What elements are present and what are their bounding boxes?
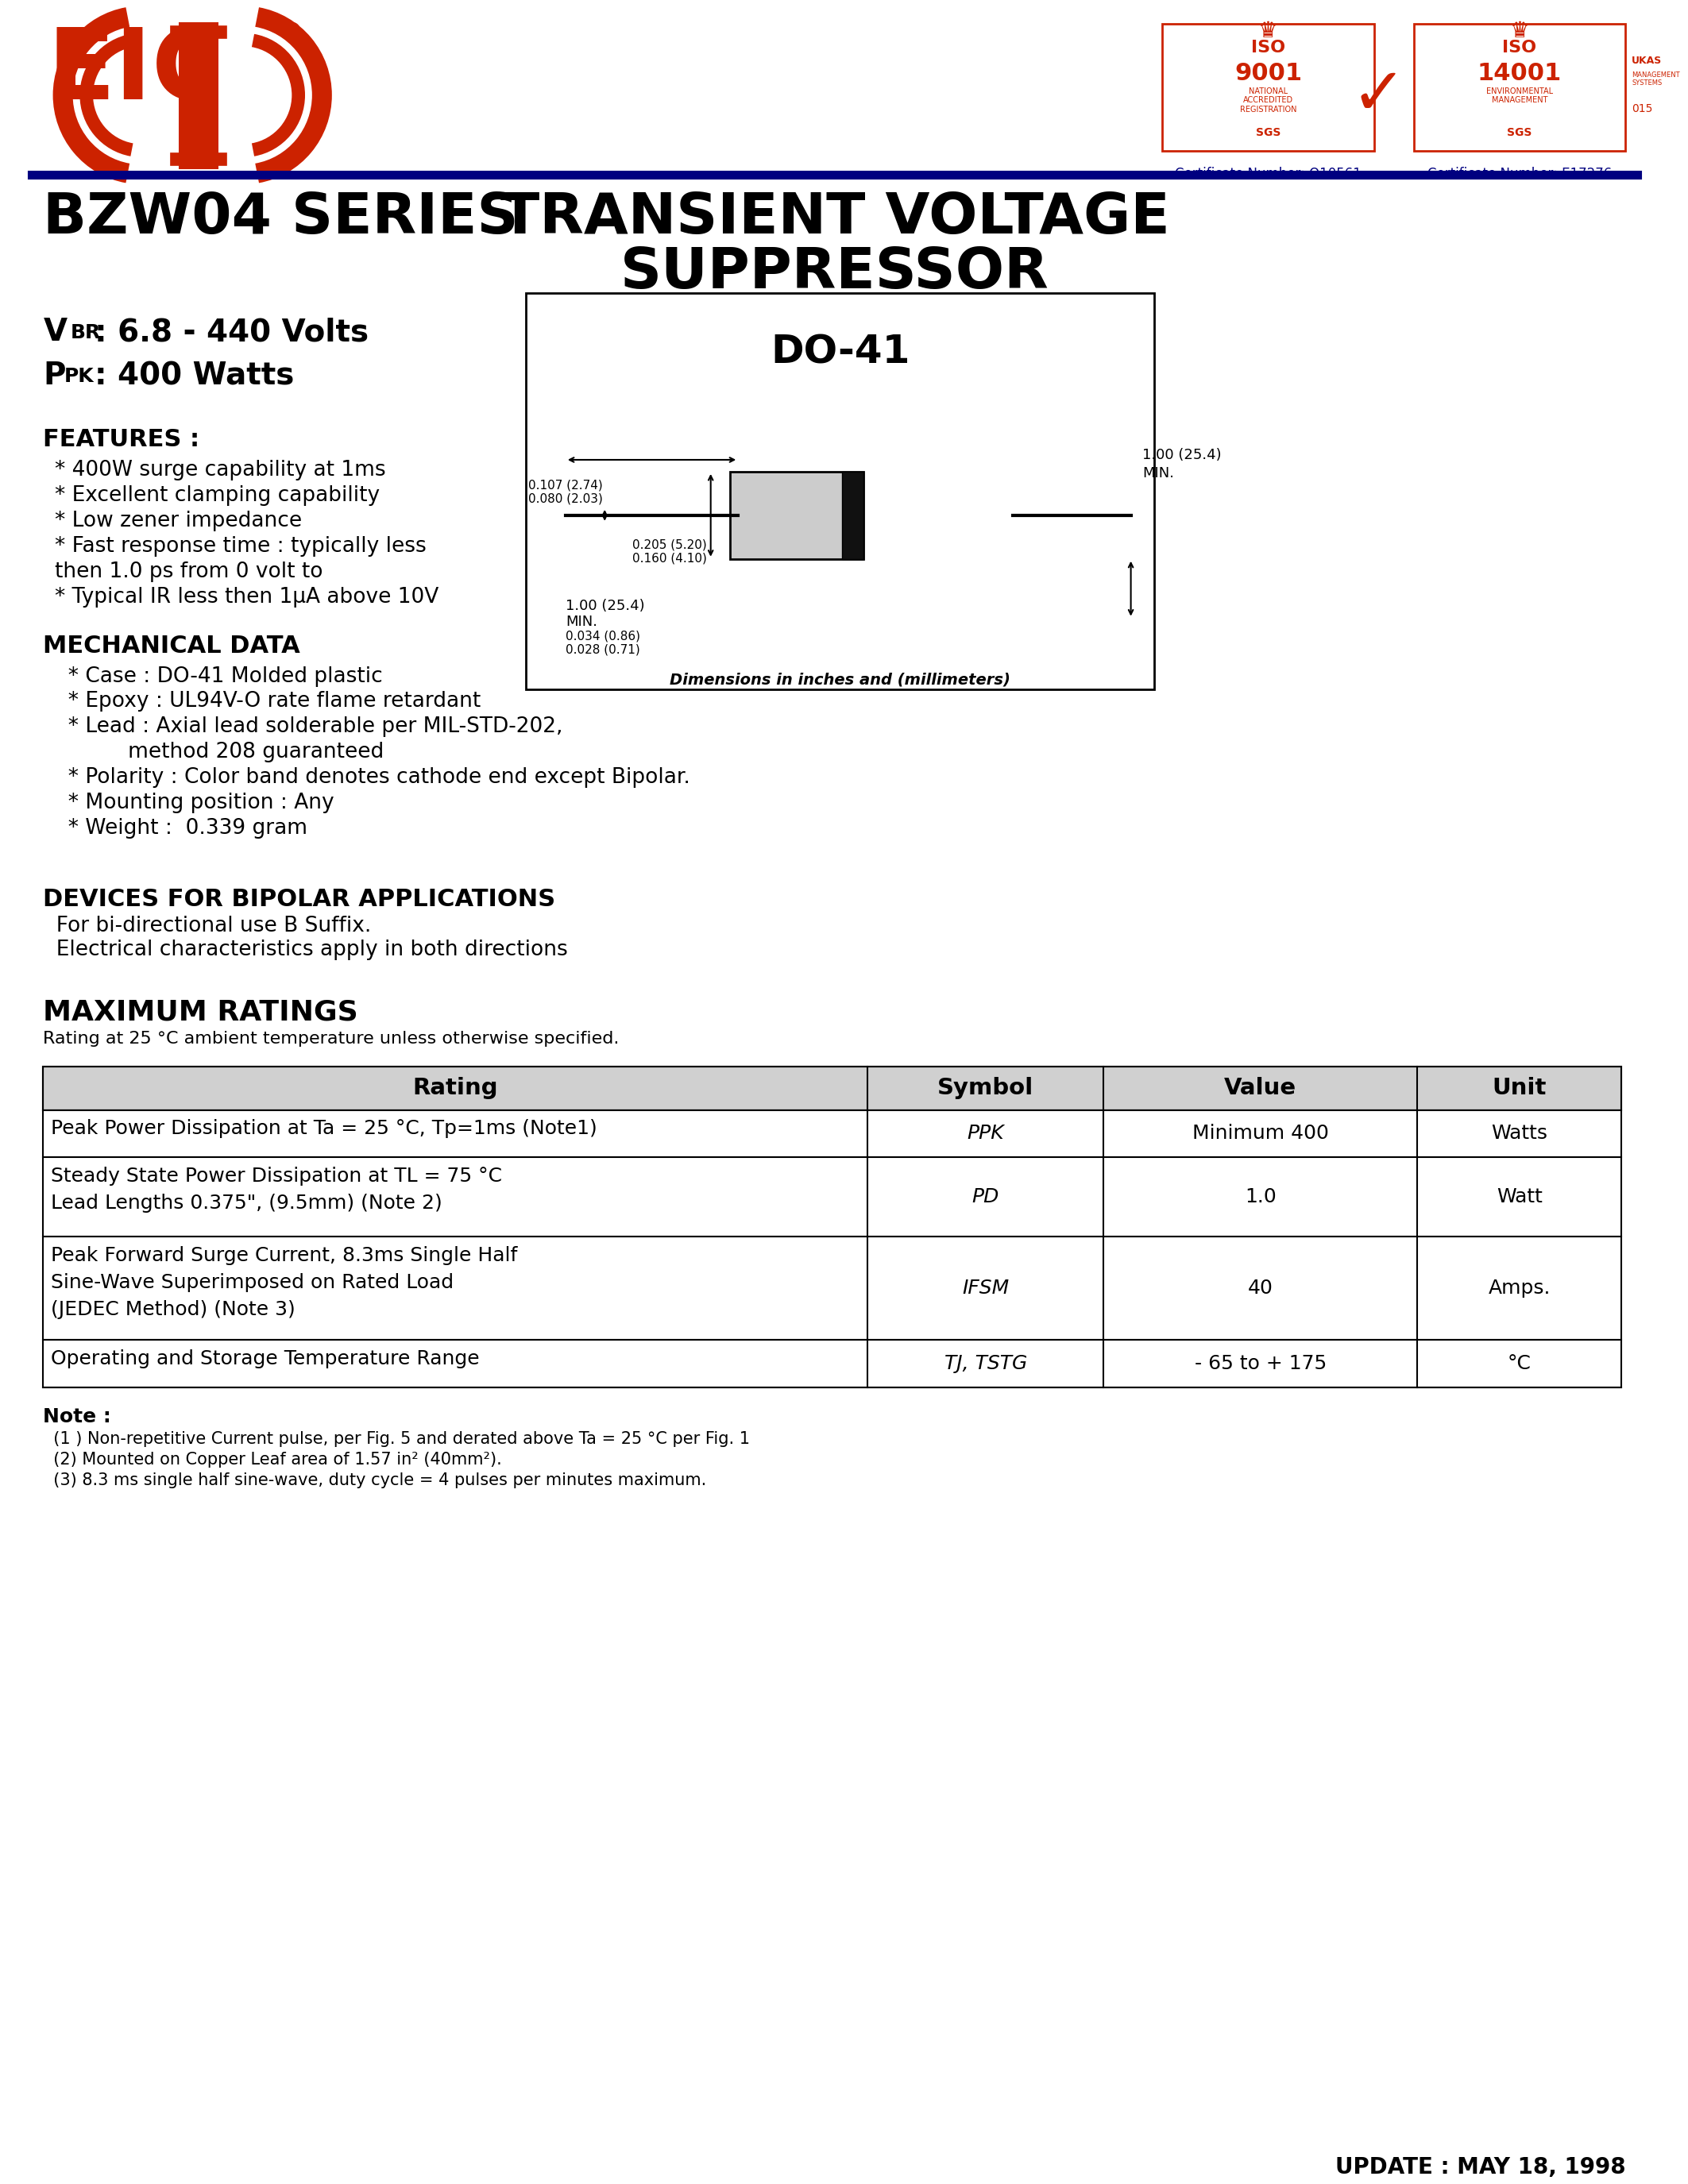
Text: TJ, TSTG: TJ, TSTG: [944, 1354, 1026, 1374]
Text: 0.080 (2.03): 0.080 (2.03): [528, 494, 603, 505]
Text: °C: °C: [1507, 1354, 1531, 1374]
Text: (JEDEC Method) (Note 3): (JEDEC Method) (Note 3): [51, 1299, 295, 1319]
Text: UKAS: UKAS: [1632, 55, 1663, 66]
Bar: [44, 1066, 1622, 1109]
Text: * Fast response time : typically less: * Fast response time : typically less: [56, 535, 427, 557]
Text: FEATURES :: FEATURES :: [44, 428, 199, 452]
Text: DO-41: DO-41: [771, 332, 910, 371]
Text: DEVICES FOR BIPOLAR APPLICATIONS: DEVICES FOR BIPOLAR APPLICATIONS: [44, 889, 555, 911]
Text: SUPPRESSOR: SUPPRESSOR: [621, 247, 1050, 301]
Text: 0.028 (0.71): 0.028 (0.71): [565, 644, 640, 655]
Text: Rating at 25 °C ambient temperature unless otherwise specified.: Rating at 25 °C ambient temperature unle…: [44, 1031, 619, 1046]
Text: 0.160 (4.10): 0.160 (4.10): [633, 553, 707, 563]
Bar: [1163, 24, 1374, 151]
Text: then 1.0 ps from 0 volt to: then 1.0 ps from 0 volt to: [56, 561, 322, 581]
Text: V: V: [44, 317, 68, 347]
Text: BR: BR: [71, 323, 101, 343]
Text: MANAGEMENT
SYSTEMS: MANAGEMENT SYSTEMS: [1632, 72, 1680, 87]
Text: ♛: ♛: [1509, 20, 1529, 41]
Text: IFSM: IFSM: [962, 1278, 1009, 1297]
Bar: [1413, 24, 1626, 151]
Text: BZW04 SERIES: BZW04 SERIES: [44, 190, 518, 245]
Text: MIN.: MIN.: [565, 614, 598, 629]
Text: * Low zener impedance: * Low zener impedance: [56, 511, 302, 531]
Text: ✓: ✓: [1350, 63, 1406, 127]
Text: 1.00 (25.4): 1.00 (25.4): [1143, 448, 1222, 463]
Text: * Polarity : Color band denotes cathode end except Bipolar.: * Polarity : Color band denotes cathode …: [56, 767, 690, 788]
Text: ENVIRONMENTAL
MANAGEMENT: ENVIRONMENTAL MANAGEMENT: [1485, 87, 1553, 105]
Text: * Typical IR less then 1μA above 10V: * Typical IR less then 1μA above 10V: [56, 587, 439, 607]
Bar: [731, 472, 864, 559]
Text: Unit: Unit: [1492, 1077, 1546, 1099]
Bar: [44, 1339, 1622, 1387]
Text: Certificate Number: E17276: Certificate Number: E17276: [1428, 166, 1612, 181]
Text: Rating: Rating: [414, 1077, 498, 1099]
Text: Lead Lengths 0.375", (9.5mm) (Note 2): Lead Lengths 0.375", (9.5mm) (Note 2): [51, 1195, 442, 1212]
Text: UPDATE : MAY 18, 1998: UPDATE : MAY 18, 1998: [1335, 2156, 1626, 2180]
Text: * Excellent clamping capability: * Excellent clamping capability: [56, 485, 380, 507]
Bar: [44, 1158, 1622, 1236]
Bar: [527, 293, 1155, 690]
Text: 0.205 (5.20): 0.205 (5.20): [633, 539, 707, 550]
Text: TRANSIENT VOLTAGE: TRANSIENT VOLTAGE: [500, 190, 1170, 245]
Text: NATIONAL
ACCREDITED
REGISTRATION: NATIONAL ACCREDITED REGISTRATION: [1241, 87, 1296, 114]
Text: * Lead : Axial lead solderable per MIL-STD-202,: * Lead : Axial lead solderable per MIL-S…: [56, 716, 564, 738]
Text: (2) Mounted on Copper Leaf area of 1.57 in² (40mm²).: (2) Mounted on Copper Leaf area of 1.57 …: [44, 1452, 501, 1468]
Text: SGS: SGS: [1256, 127, 1281, 138]
Text: 1.00 (25.4): 1.00 (25.4): [565, 598, 645, 614]
Text: 9001: 9001: [1234, 61, 1301, 85]
Text: Peak Power Dissipation at Ta = 25 °C, Tp=1ms (Note1): Peak Power Dissipation at Ta = 25 °C, Tp…: [51, 1120, 598, 1138]
Text: Watt: Watt: [1497, 1188, 1543, 1206]
Text: Amps.: Amps.: [1489, 1278, 1551, 1297]
Text: Minimum 400: Minimum 400: [1192, 1125, 1328, 1142]
Text: ♛: ♛: [1258, 20, 1278, 41]
Text: Value: Value: [1224, 1077, 1296, 1099]
Text: * Mounting position : Any: * Mounting position : Any: [56, 793, 334, 812]
Text: : 400 Watts: : 400 Watts: [95, 360, 294, 391]
Bar: [44, 1066, 1622, 1109]
Text: Symbol: Symbol: [937, 1077, 1033, 1099]
Text: MAXIMUM RATINGS: MAXIMUM RATINGS: [44, 998, 358, 1026]
Bar: [44, 1236, 1622, 1339]
Text: ®: ®: [282, 22, 302, 41]
Text: * Weight :  0.339 gram: * Weight : 0.339 gram: [56, 819, 307, 839]
Text: Peak Forward Surge Current, 8.3ms Single Half: Peak Forward Surge Current, 8.3ms Single…: [51, 1247, 518, 1265]
Text: Dimensions in inches and (millimeters): Dimensions in inches and (millimeters): [670, 673, 1011, 688]
Text: (3) 8.3 ms single half sine-wave, duty cycle = 4 pulses per minutes maximum.: (3) 8.3 ms single half sine-wave, duty c…: [44, 1472, 707, 1487]
Text: P: P: [44, 360, 66, 391]
Bar: [44, 1109, 1622, 1158]
Text: method 208 guaranteed: method 208 guaranteed: [56, 743, 385, 762]
Text: PD: PD: [972, 1188, 999, 1206]
Text: PPK: PPK: [967, 1125, 1004, 1142]
Text: * Epoxy : UL94V-O rate flame retardant: * Epoxy : UL94V-O rate flame retardant: [56, 692, 481, 712]
Text: Steady State Power Dissipation at TL = 75 °C: Steady State Power Dissipation at TL = 7…: [51, 1166, 503, 1186]
Text: : 6.8 - 440 Volts: : 6.8 - 440 Volts: [95, 317, 368, 347]
Text: PK: PK: [64, 367, 95, 387]
Text: Watts: Watts: [1492, 1125, 1548, 1142]
Text: MIN.: MIN.: [1143, 465, 1175, 480]
Text: ISO: ISO: [1251, 39, 1285, 55]
Text: Sine-Wave Superimposed on Rated Load: Sine-Wave Superimposed on Rated Load: [51, 1273, 454, 1293]
Text: 14001: 14001: [1477, 61, 1561, 85]
Text: 015: 015: [1632, 103, 1653, 114]
Text: 1.0: 1.0: [1244, 1188, 1276, 1206]
Text: Note :: Note :: [44, 1406, 111, 1426]
Text: Operating and Storage Temperature Range: Operating and Storage Temperature Range: [51, 1350, 479, 1369]
Text: Electrical characteristics apply in both directions: Electrical characteristics apply in both…: [44, 939, 569, 961]
Text: MECHANICAL DATA: MECHANICAL DATA: [44, 633, 300, 657]
Text: SGS: SGS: [1507, 127, 1533, 138]
Text: EIC: EIC: [47, 24, 225, 120]
Text: - 65 to + 175: - 65 to + 175: [1195, 1354, 1327, 1374]
Text: Certificate Number: Q10561: Certificate Number: Q10561: [1175, 166, 1362, 181]
Text: 0.034 (0.86): 0.034 (0.86): [565, 631, 640, 642]
Text: 0.107 (2.74): 0.107 (2.74): [528, 480, 603, 491]
Text: * Case : DO-41 Molded plastic: * Case : DO-41 Molded plastic: [56, 666, 383, 686]
Text: 40: 40: [1247, 1278, 1273, 1297]
Text: * 400W surge capability at 1ms: * 400W surge capability at 1ms: [56, 461, 387, 480]
Text: For bi-directional use B Suffix.: For bi-directional use B Suffix.: [44, 915, 371, 937]
Bar: [842, 472, 864, 559]
Text: ISO: ISO: [1502, 39, 1536, 55]
Text: (1 ) Non-repetitive Current pulse, per Fig. 5 and derated above Ta = 25 °C per F: (1 ) Non-repetitive Current pulse, per F…: [44, 1431, 749, 1446]
